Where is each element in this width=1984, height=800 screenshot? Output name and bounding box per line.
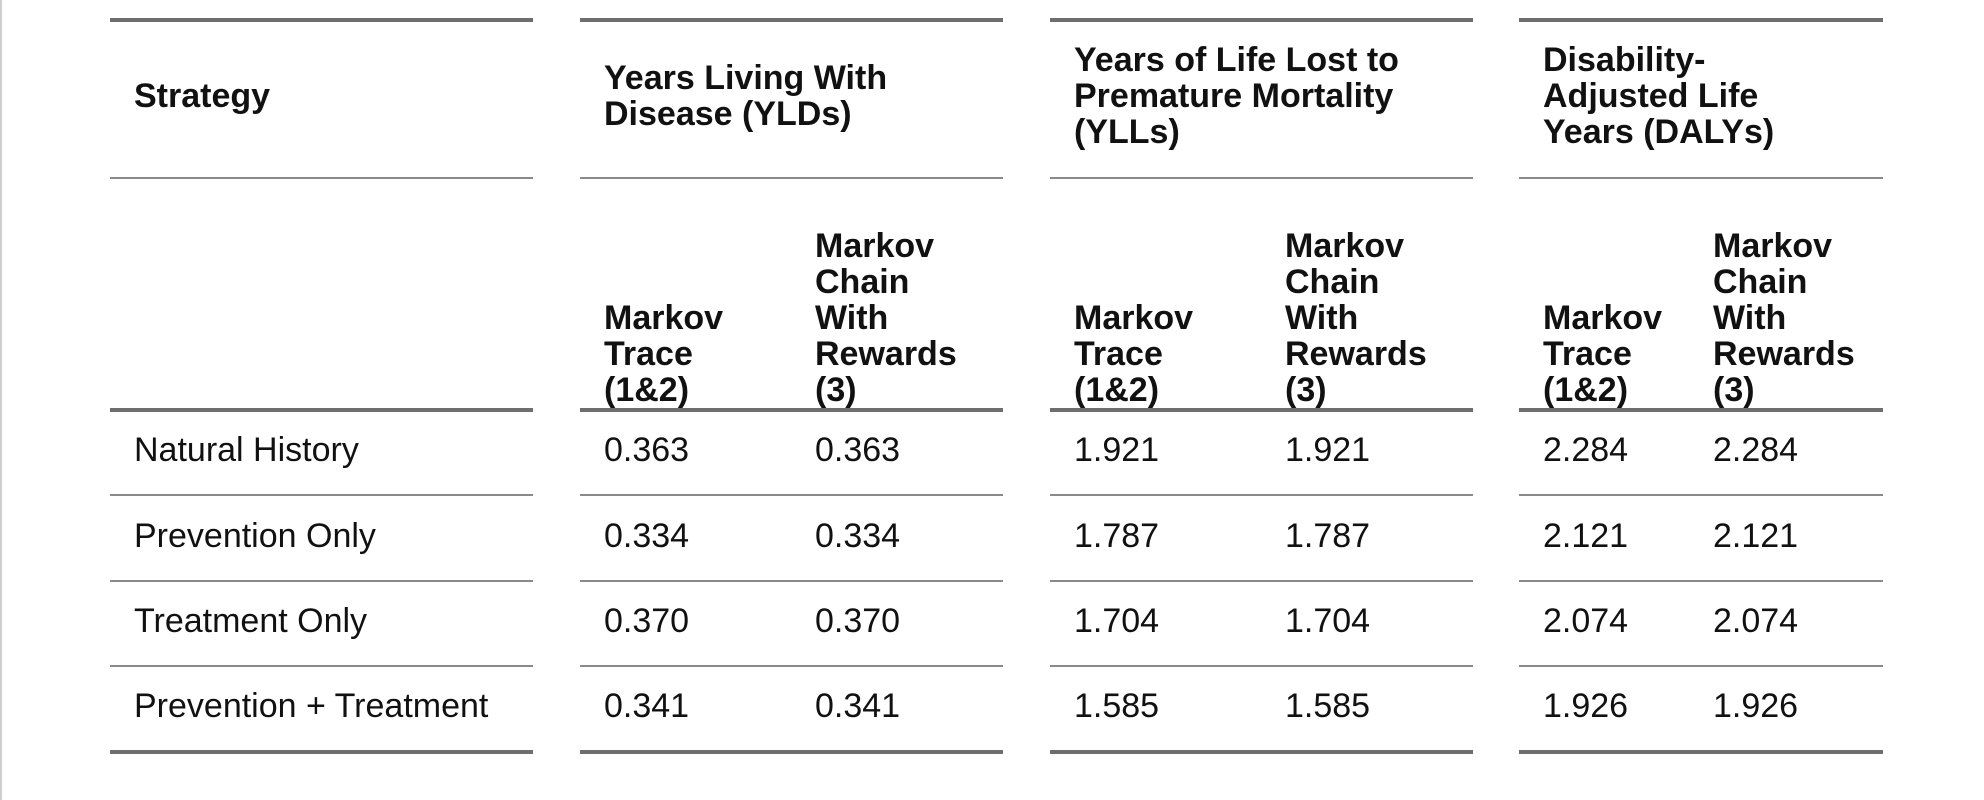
daly-trace-cell: 1.926 [1543, 687, 1629, 725]
ylds-header: Years Living With Disease (YLDs) [604, 59, 888, 133]
bottom-rule [1050, 750, 1473, 754]
row-rule [1519, 665, 1883, 667]
subheader-rule [580, 408, 1003, 412]
yld-chain-cell: 0.370 [815, 602, 901, 640]
yll-chain-cell: 1.585 [1285, 687, 1371, 725]
yld-chain-cell: 0.334 [815, 517, 901, 555]
ylds-column-group: Years Living With Disease (YLDs) Markov … [580, 18, 1003, 758]
yll-chain-cell: 1.787 [1285, 517, 1371, 555]
top-rule [110, 18, 533, 22]
ylls-column-group: Years of Life Lost to Premature Mortalit… [1050, 18, 1473, 758]
row-rule [110, 494, 533, 496]
daly-chain-cell: 2.074 [1713, 602, 1799, 640]
bottom-rule [1519, 750, 1883, 754]
markov-chain-subheader: Markov Chain With Rewards (3) [1713, 227, 1855, 409]
daly-trace-cell: 2.121 [1543, 517, 1629, 555]
bottom-rule [110, 750, 533, 754]
top-rule [1519, 18, 1883, 22]
subheader-rule [1519, 408, 1883, 412]
yld-chain-cell: 0.341 [815, 687, 901, 725]
yll-trace-cell: 1.704 [1074, 602, 1160, 640]
daly-trace-cell: 2.284 [1543, 431, 1629, 469]
subheader-rule [110, 408, 533, 412]
strategy-cell: Natural History [134, 431, 359, 469]
yld-trace-cell: 0.334 [604, 517, 690, 555]
yld-trace-cell: 0.363 [604, 431, 690, 469]
header-rule [1050, 177, 1473, 179]
daly-chain-cell: 2.284 [1713, 431, 1799, 469]
strategy-cell: Treatment Only [134, 602, 368, 640]
markov-chain-subheader: Markov Chain With Rewards (3) [1285, 227, 1427, 409]
yll-trace-cell: 1.921 [1074, 431, 1160, 469]
row-rule [1519, 580, 1883, 582]
yld-chain-cell: 0.363 [815, 431, 901, 469]
dalys-header: Disability-Adjusted Life Years (DALYs) [1543, 41, 1775, 151]
strategy-cell: Prevention + Treatment [134, 687, 489, 725]
markov-trace-subheader: Markov Trace (1&2) [604, 299, 724, 409]
page-left-border [0, 0, 2, 800]
markov-chain-subheader: Markov Chain With Rewards (3) [815, 227, 957, 409]
header-rule [580, 177, 1003, 179]
row-rule [110, 580, 533, 582]
daly-trace-cell: 2.074 [1543, 602, 1629, 640]
header-rule [1519, 177, 1883, 179]
ylls-header: Years of Life Lost to Premature Mortalit… [1074, 41, 1399, 151]
row-rule [1519, 494, 1883, 496]
row-rule [580, 580, 1003, 582]
yll-trace-cell: 1.585 [1074, 687, 1160, 725]
strategy-column-group: Strategy Natural History Prevention Only… [110, 18, 533, 758]
row-rule [580, 494, 1003, 496]
strategy-cell: Prevention Only [134, 517, 376, 555]
daly-chain-cell: 2.121 [1713, 517, 1799, 555]
subheader-rule [1050, 408, 1473, 412]
daly-chain-cell: 1.926 [1713, 687, 1799, 725]
row-rule [1050, 580, 1473, 582]
top-rule [580, 18, 1003, 22]
strategy-header: Strategy [134, 77, 271, 115]
markov-trace-subheader: Markov Trace (1&2) [1543, 299, 1663, 409]
top-rule [1050, 18, 1473, 22]
row-rule [110, 665, 533, 667]
yld-trace-cell: 0.341 [604, 687, 690, 725]
markov-trace-subheader: Markov Trace (1&2) [1074, 299, 1194, 409]
yld-trace-cell: 0.370 [604, 602, 690, 640]
row-rule [1050, 494, 1473, 496]
row-rule [1050, 665, 1473, 667]
yll-chain-cell: 1.704 [1285, 602, 1371, 640]
yll-trace-cell: 1.787 [1074, 517, 1160, 555]
row-rule [580, 665, 1003, 667]
header-rule [110, 177, 533, 179]
bottom-rule [580, 750, 1003, 754]
yll-chain-cell: 1.921 [1285, 431, 1371, 469]
dalys-column-group: Disability-Adjusted Life Years (DALYs) M… [1519, 18, 1883, 758]
